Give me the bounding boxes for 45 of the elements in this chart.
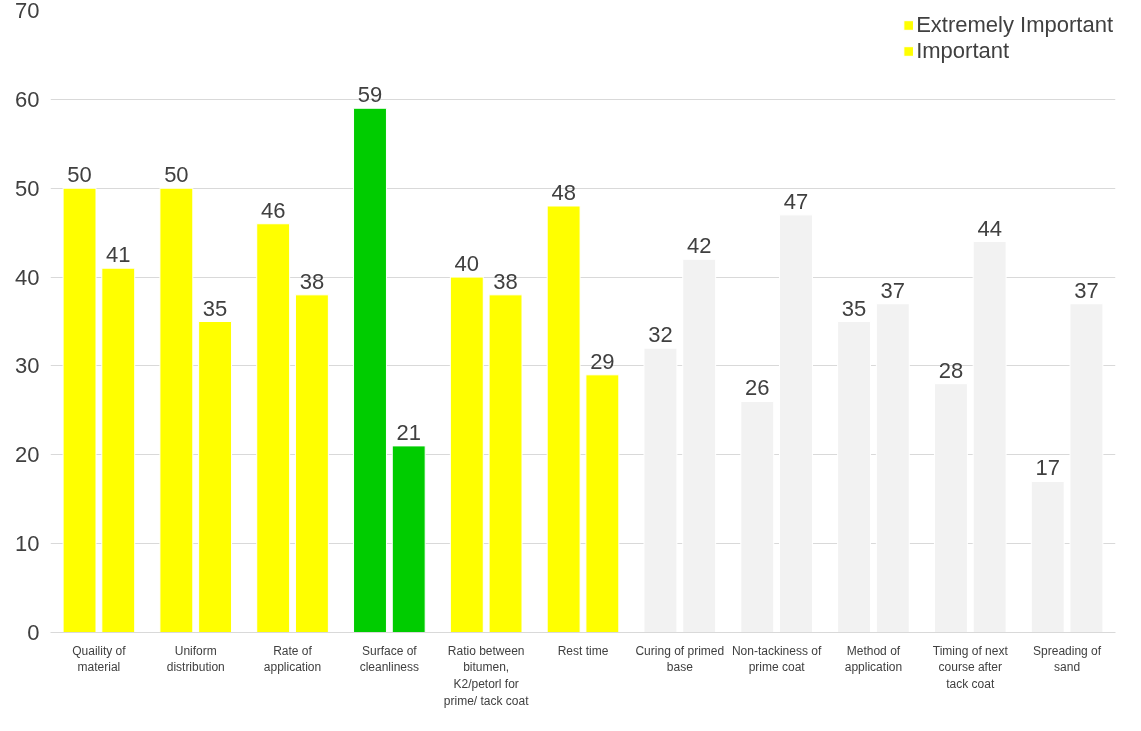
- data-label: 37: [880, 277, 906, 303]
- data-label: 32: [648, 322, 673, 348]
- x-tick-label: Surface of cleanliness: [359, 643, 420, 675]
- data-label: 50: [164, 162, 189, 188]
- y-tick-label: 50: [15, 175, 40, 201]
- data-label: 48: [551, 179, 576, 205]
- bar: [391, 445, 426, 633]
- x-tick-label: Timing of next course after tack coat: [932, 643, 1009, 692]
- data-label: 21: [396, 419, 421, 445]
- data-label: 40: [454, 251, 480, 277]
- data-label: 46: [260, 197, 286, 223]
- legend-label: Extremely Important: [916, 12, 1113, 38]
- legend-label: Important: [916, 38, 1010, 64]
- data-label: 50: [67, 162, 92, 188]
- y-tick-label: 70: [15, 0, 40, 23]
- data-label: 26: [745, 375, 770, 401]
- x-tick-label: Rest time: [557, 643, 609, 658]
- data-label: 37: [1074, 277, 1099, 303]
- x-tick-label: Method of application: [844, 643, 903, 675]
- x-tick-label: Uniform distribution: [166, 643, 225, 675]
- y-tick-label: 60: [15, 86, 40, 112]
- data-label: 42: [686, 233, 712, 259]
- bar: [353, 107, 387, 633]
- data-label: 35: [841, 295, 867, 321]
- data-label: 59: [357, 82, 383, 108]
- y-tick-label: 0: [27, 620, 40, 645]
- y-tick-label: 20: [15, 442, 40, 468]
- data-label: 44: [977, 215, 1002, 241]
- y-tick-label: 40: [15, 264, 40, 290]
- data-label: 17: [1035, 455, 1060, 481]
- x-tick-label: Spreading of sand: [1033, 643, 1102, 675]
- data-label: 35: [202, 295, 228, 321]
- x-tick-label: Curing of primed base: [635, 643, 725, 675]
- y-tick-label: 30: [15, 353, 40, 379]
- x-tick-label: Ratio between bitumen, K2/petorl for prime/ tack coat: [443, 643, 530, 708]
- data-label: 28: [938, 357, 964, 383]
- data-label: 38: [299, 268, 325, 294]
- data-label: 47: [783, 188, 809, 214]
- x-tick-label: Rate of application: [263, 643, 322, 675]
- y-tick-label: 10: [15, 531, 40, 557]
- x-tick-label: Quaility of material: [72, 643, 127, 675]
- data-label: 38: [493, 268, 518, 294]
- data-label: 41: [106, 242, 131, 268]
- data-label: 29: [590, 348, 615, 374]
- x-tick-label: Non-tackiness of prime coat: [731, 643, 822, 675]
